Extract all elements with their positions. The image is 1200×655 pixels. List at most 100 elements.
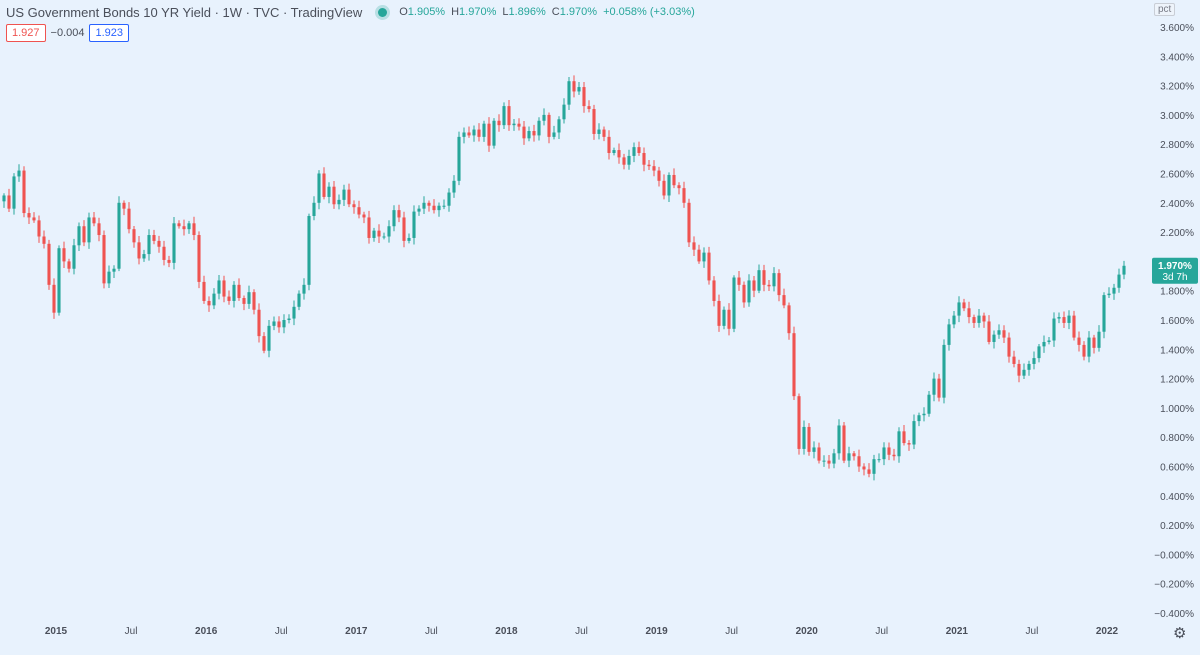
candle-body [1052,318,1056,341]
candle [857,449,861,472]
candle [272,316,276,331]
candle [367,210,371,244]
candle-body [922,413,926,416]
candle-body [267,325,271,351]
candle-body [677,185,681,189]
candle-body [792,333,796,397]
candle [332,181,336,209]
y-tick-label: 0.200% [1160,521,1194,532]
candle-body [77,226,81,246]
candle-body [262,336,266,351]
candle-body [2,195,6,202]
candle-body [152,235,156,241]
candle [552,125,556,140]
candle [387,220,391,243]
candle-body [1032,358,1036,364]
candle-body [957,302,961,316]
candle [1047,337,1051,345]
x-tick-label: 2020 [796,626,819,637]
candle [1062,311,1066,328]
y-tick-label: −0.000% [1154,550,1194,561]
y-tick-label: 0.400% [1160,492,1194,503]
candle-body [952,315,956,325]
candle-body [402,217,406,241]
candle [277,316,281,333]
ohlc-key: O [399,6,408,18]
candle-body [242,298,246,304]
y-tick-label: 3.200% [1160,82,1194,93]
candle [847,446,851,468]
candle [407,233,411,244]
candle-body [507,106,511,126]
candle [1017,359,1021,383]
candle-body [782,295,786,306]
x-tick-label: 2018 [495,626,518,637]
gear-icon[interactable]: ⚙ [1173,625,1187,642]
candle-body [492,120,496,146]
candle [462,127,466,144]
candle [727,303,731,336]
candle-body [467,132,471,136]
candle [362,211,366,224]
candle-body [972,317,976,323]
ask-button[interactable]: 1.923 [89,24,130,42]
candle-body [937,378,941,398]
candle [112,265,116,279]
candle-body [602,129,606,137]
candle [622,153,626,170]
candle-body [992,334,996,342]
percent-scale-button[interactable]: pct [1154,3,1176,16]
candle [322,167,326,200]
candle-body [252,292,256,310]
countdown-label: 3d 7h [1162,272,1187,283]
ohlc-value: 1.970% [459,6,497,18]
candle-body [842,425,846,461]
candle-body [652,166,656,171]
candle [67,258,71,273]
candle [932,372,936,402]
candle-body [17,170,21,177]
candle-body [737,277,741,285]
candle-body [297,293,301,307]
candle [472,125,476,142]
candle-body [362,214,366,218]
candle [502,102,506,129]
candle [977,309,981,328]
chart-title: US Government Bonds 10 YR Yield · 1W · T… [6,4,363,20]
candle [137,236,141,265]
candle-body [102,235,106,284]
bid-button[interactable]: 1.927 [6,24,46,42]
candle [822,455,826,467]
candle-body [657,170,661,181]
candle-body [552,132,556,137]
candle [512,118,516,131]
candle [642,147,646,172]
candle [62,241,66,268]
candle-body [347,189,351,205]
candle-body [882,447,886,460]
candle-body [562,104,566,120]
candle-body [817,447,821,461]
candle-body [767,284,771,287]
candle-body [672,174,676,186]
candle-body [967,308,971,318]
candle-body [557,119,561,133]
candle-body [272,321,276,326]
candle [342,184,346,207]
candle [12,173,16,215]
candle [432,199,436,214]
market-status-icon [378,7,388,17]
candle-body [797,396,801,449]
candle-body [462,132,466,137]
candle-body [892,454,896,457]
y-tick-label: 1.000% [1160,404,1194,415]
candle-body [1022,369,1026,376]
candle-body [412,211,416,238]
candle [72,238,76,275]
candle [217,274,221,300]
y-tick-label: 3.000% [1160,111,1194,122]
candle-body [902,431,906,444]
y-tick-label: 2.600% [1160,170,1194,181]
